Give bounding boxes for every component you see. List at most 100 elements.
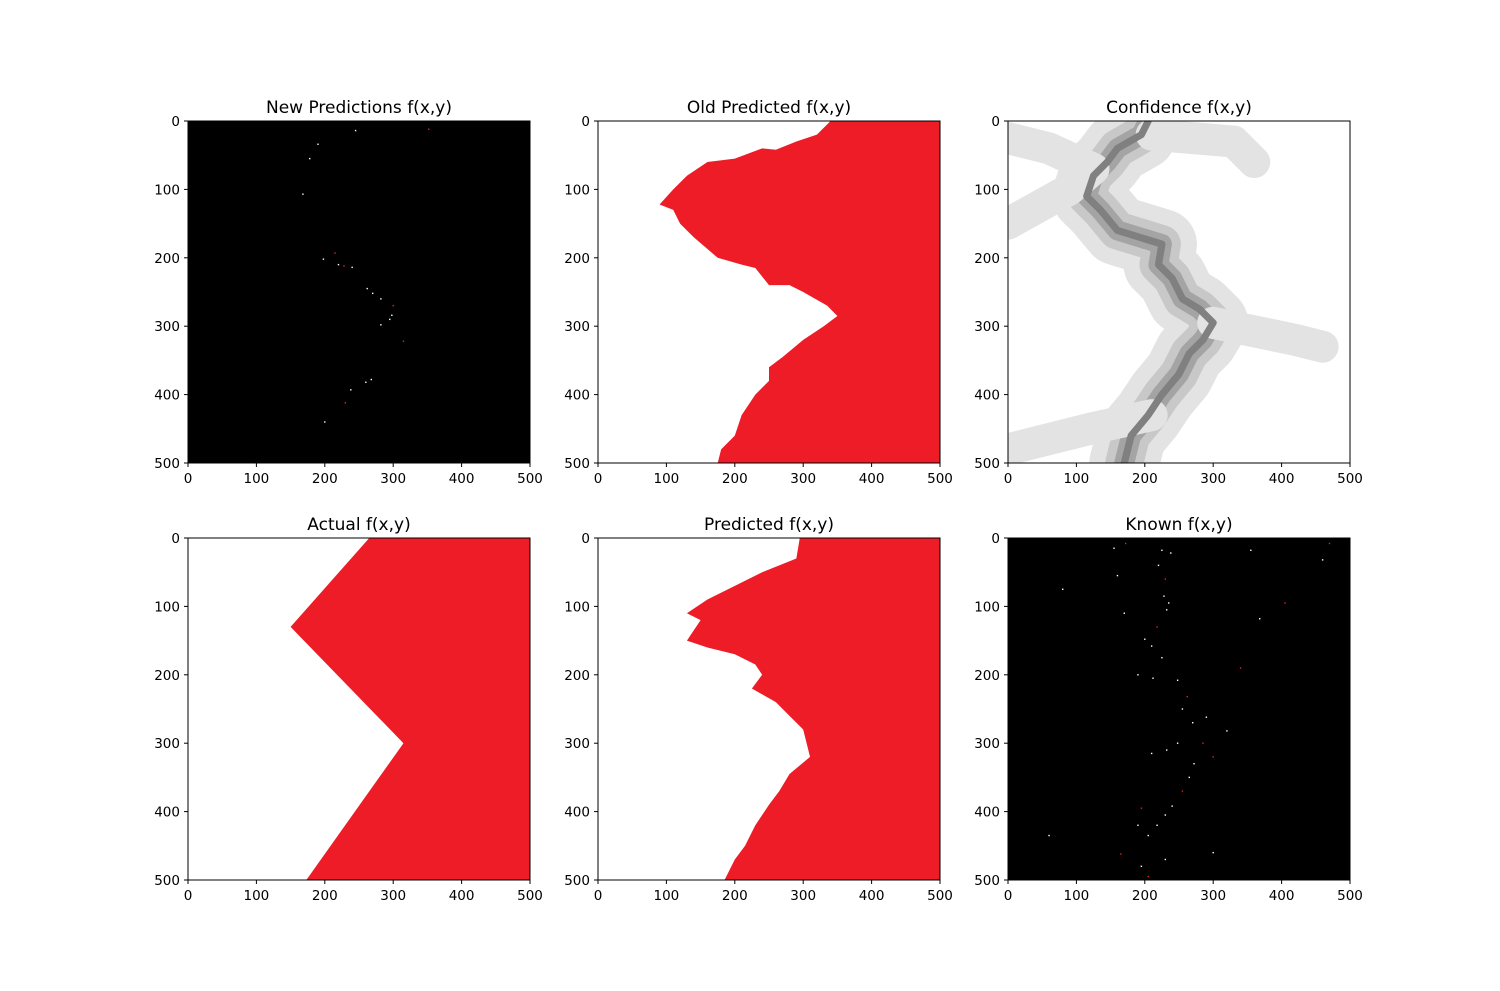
y-tick-label: 400: [154, 388, 180, 404]
x-tick-label: 100: [244, 471, 270, 487]
y-tick-label: 200: [974, 251, 1000, 267]
sample-point: [1205, 716, 1208, 718]
y-tick-label: 400: [974, 388, 1000, 404]
sample-point: [1150, 645, 1153, 647]
sample-point: [1164, 814, 1167, 816]
x-tick-label: 500: [1337, 471, 1363, 487]
sample-point: [380, 324, 382, 326]
x-tick-label: 300: [790, 888, 816, 904]
x-tick-label: 400: [859, 471, 885, 487]
y-tick-label: 100: [974, 599, 1000, 615]
plot-area: [188, 538, 530, 880]
sample-point: [1147, 875, 1149, 878]
sample-point: [1212, 756, 1214, 758]
subplot-6: Known f(x,y)0 100 200 300 400 500010020030040…: [974, 515, 1363, 904]
plot-area: [598, 538, 940, 880]
sample-point: [1171, 805, 1173, 807]
sample-point: [1152, 677, 1154, 679]
sample-point: [1157, 564, 1160, 567]
sample-point: [344, 402, 347, 404]
y-tick-label: 300: [974, 319, 1000, 335]
y-tick-label: 500: [154, 873, 180, 889]
plot-area: [1008, 538, 1350, 880]
sample-point: [1186, 695, 1188, 698]
sample-point: [366, 287, 368, 290]
sample-point: [380, 298, 382, 300]
sample-point: [309, 157, 311, 160]
sample-point: [1284, 602, 1286, 604]
x-tick-label: 500: [927, 471, 953, 487]
x-tick-label: 100: [1064, 888, 1090, 904]
sample-point: [365, 381, 367, 383]
x-tick-label: 200: [312, 888, 338, 904]
x-tick-label: 0: [184, 471, 193, 487]
y-tick-label: 200: [564, 251, 590, 267]
sample-point: [1212, 851, 1214, 854]
x-tick-label: 500: [517, 888, 543, 904]
subplot-title: New Predictions f(x,y): [266, 98, 452, 118]
sample-point: [389, 318, 391, 321]
sample-point: [322, 258, 325, 260]
y-tick-label: 300: [154, 319, 180, 335]
sample-point: [1165, 749, 1168, 751]
y-tick-label: 100: [564, 599, 590, 615]
axes-frame: [187, 537, 531, 881]
x-tick-label: 300: [1200, 888, 1226, 904]
y-tick-label: 200: [154, 251, 180, 267]
axes-frame: [1007, 120, 1351, 464]
y-tick-label: 200: [154, 668, 180, 684]
sample-point: [1161, 549, 1163, 552]
sample-point: [343, 265, 345, 267]
sample-point: [371, 292, 374, 295]
sample-point: [1170, 552, 1172, 554]
plot-area: [598, 121, 940, 463]
sample-point: [370, 378, 373, 381]
sample-point: [1176, 679, 1179, 681]
y-tick-label: 500: [974, 456, 1000, 472]
subplot-title: Predicted f(x,y): [704, 515, 834, 535]
x-tick-label: 0: [594, 471, 603, 487]
x-tick-label: 200: [1132, 471, 1158, 487]
x-tick-label: 300: [790, 471, 816, 487]
sample-point: [354, 129, 357, 132]
sample-point: [1123, 612, 1125, 614]
x-tick-label: 300: [380, 471, 406, 487]
sample-point: [1113, 547, 1115, 549]
sample-point: [351, 266, 353, 269]
x-tick-label: 100: [1064, 471, 1090, 487]
x-tick-label: 100: [244, 888, 270, 904]
sample-point: [402, 340, 405, 342]
sample-point: [1321, 559, 1324, 561]
sample-point: [1168, 602, 1170, 604]
sample-point: [1140, 865, 1143, 868]
y-tick-label: 300: [154, 736, 180, 752]
sample-point: [1048, 834, 1050, 837]
y-tick-label: 100: [154, 182, 180, 198]
y-tick-label: 500: [564, 456, 590, 472]
x-tick-label: 300: [1200, 471, 1226, 487]
sample-point: [392, 304, 394, 307]
y-tick-label: 0: [581, 531, 590, 547]
x-tick-label: 400: [1269, 471, 1295, 487]
x-tick-label: 0: [594, 888, 603, 904]
sample-point: [1181, 708, 1184, 710]
sample-point: [428, 128, 430, 130]
x-tick-label: 400: [449, 471, 475, 487]
sample-point: [1188, 776, 1190, 779]
sample-point: [1328, 542, 1331, 545]
y-tick-label: 400: [564, 388, 590, 404]
y-tick-label: 0: [171, 114, 180, 130]
sample-point: [1116, 574, 1119, 577]
y-tick-label: 500: [974, 873, 1000, 889]
confidence-spur: [1008, 399, 1168, 463]
positive-region: [290, 538, 530, 880]
x-tick-label: 0: [184, 888, 193, 904]
sample-point: [350, 389, 352, 391]
y-tick-label: 100: [564, 182, 590, 198]
sample-point: [1193, 763, 1195, 765]
y-tick-label: 0: [581, 114, 590, 130]
axes-frame: [597, 120, 941, 464]
sample-point: [324, 421, 326, 423]
x-tick-label: 400: [1269, 888, 1295, 904]
y-tick-label: 100: [154, 599, 180, 615]
